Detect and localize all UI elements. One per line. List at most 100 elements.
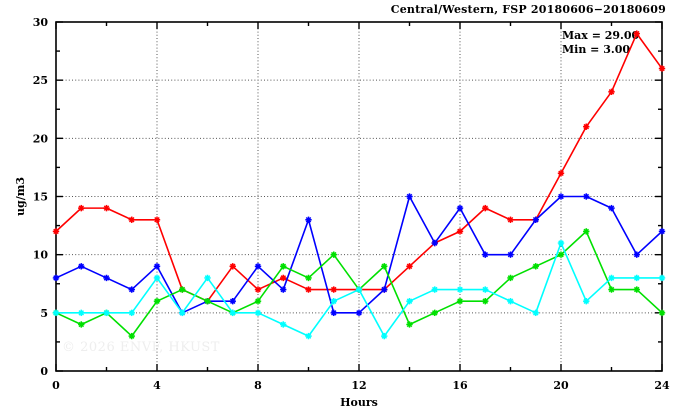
data-point-marker <box>633 30 640 37</box>
data-point-marker <box>280 274 287 282</box>
data-point-marker <box>608 274 615 282</box>
data-point-marker <box>658 274 666 282</box>
data-point-marker <box>431 239 438 247</box>
data-point-marker <box>456 298 464 305</box>
data-point-marker <box>507 298 514 305</box>
data-point-marker <box>456 286 464 293</box>
data-point-marker <box>633 274 640 282</box>
data-point-marker <box>583 123 590 130</box>
data-point-marker <box>330 309 337 317</box>
data-point-marker <box>381 286 388 293</box>
data-point-marker <box>532 263 539 270</box>
data-point-marker <box>557 239 565 247</box>
data-point-marker <box>406 298 413 305</box>
data-point-marker <box>658 65 666 72</box>
data-point-marker <box>557 251 565 258</box>
data-point-marker <box>128 332 135 340</box>
data-point-marker <box>355 309 363 317</box>
series-line-series-blue <box>55 195 663 314</box>
data-point-marker <box>305 332 312 340</box>
min-annotation: Min = 3.00 <box>562 43 631 56</box>
data-point-marker <box>658 309 666 317</box>
series-layer <box>52 30 666 340</box>
data-point-marker <box>103 309 110 317</box>
data-point-marker <box>482 298 489 305</box>
y-tick-label: 5 <box>40 307 48 320</box>
data-point-marker <box>482 204 489 212</box>
data-point-marker <box>179 309 186 317</box>
data-point-marker <box>406 321 413 328</box>
data-point-marker <box>633 286 640 293</box>
plot-frame-rect <box>55 21 663 372</box>
data-point-marker <box>153 298 161 305</box>
max-annotation: Max = 29.00 <box>562 29 640 42</box>
x-tick-label: 16 <box>452 379 468 392</box>
y-axis-label: ug/m3 <box>14 177 27 216</box>
x-tick-label: 12 <box>351 379 366 392</box>
data-point-marker <box>583 298 590 305</box>
data-point-marker <box>330 286 337 293</box>
data-point-marker <box>608 88 615 95</box>
data-point-marker <box>254 286 262 293</box>
data-point-marker <box>507 251 514 258</box>
data-point-marker <box>557 193 565 200</box>
data-point-marker <box>204 274 211 282</box>
data-point-marker <box>78 309 85 317</box>
data-point-marker <box>456 228 464 235</box>
data-point-marker <box>204 298 211 305</box>
plot-frame <box>55 21 663 372</box>
data-point-marker <box>456 204 464 212</box>
data-point-marker <box>305 216 312 223</box>
data-point-marker <box>128 286 135 293</box>
data-point-marker <box>254 298 262 305</box>
y-tick-label: 10 <box>33 249 49 262</box>
data-point-marker <box>153 274 161 282</box>
x-tick-label: 0 <box>52 379 60 392</box>
data-point-marker <box>532 309 539 317</box>
data-point-marker <box>557 170 565 177</box>
data-point-marker <box>431 286 438 293</box>
data-point-marker <box>583 193 590 200</box>
x-axis-label: Hours <box>340 396 378 409</box>
data-point-marker <box>381 263 388 270</box>
data-point-marker <box>305 286 312 293</box>
data-point-marker <box>52 274 60 282</box>
data-point-marker <box>280 263 287 270</box>
data-point-marker <box>229 309 236 317</box>
data-point-marker <box>78 204 85 212</box>
data-point-marker <box>507 274 514 282</box>
x-tick-label: 24 <box>654 379 670 392</box>
data-point-marker <box>482 251 489 258</box>
data-point-marker <box>280 321 287 328</box>
data-point-marker <box>406 193 413 200</box>
data-point-marker <box>355 286 363 293</box>
data-point-marker <box>103 204 110 212</box>
data-point-marker <box>482 286 489 293</box>
data-point-marker <box>658 228 666 235</box>
data-point-marker <box>583 228 590 235</box>
data-point-marker <box>229 263 236 270</box>
data-point-marker <box>254 263 262 270</box>
y-tick-label: 15 <box>33 191 48 204</box>
data-point-marker <box>381 332 388 340</box>
x-tick-label: 4 <box>153 379 161 392</box>
data-point-marker <box>608 286 615 293</box>
data-point-marker <box>280 286 287 293</box>
data-point-marker <box>229 298 236 305</box>
data-point-marker <box>52 228 60 235</box>
data-point-marker <box>128 216 135 223</box>
data-point-marker <box>431 309 438 317</box>
x-tick-label: 8 <box>254 379 262 392</box>
data-point-marker <box>254 309 262 317</box>
data-point-marker <box>179 286 186 293</box>
data-point-marker <box>153 216 161 223</box>
data-point-marker <box>305 274 312 282</box>
data-point-marker <box>128 309 135 317</box>
data-point-marker <box>52 309 60 317</box>
data-point-marker <box>153 263 161 270</box>
y-tick-label: 20 <box>33 132 49 145</box>
data-point-marker <box>103 274 110 282</box>
y-tick-label: 25 <box>33 74 48 87</box>
